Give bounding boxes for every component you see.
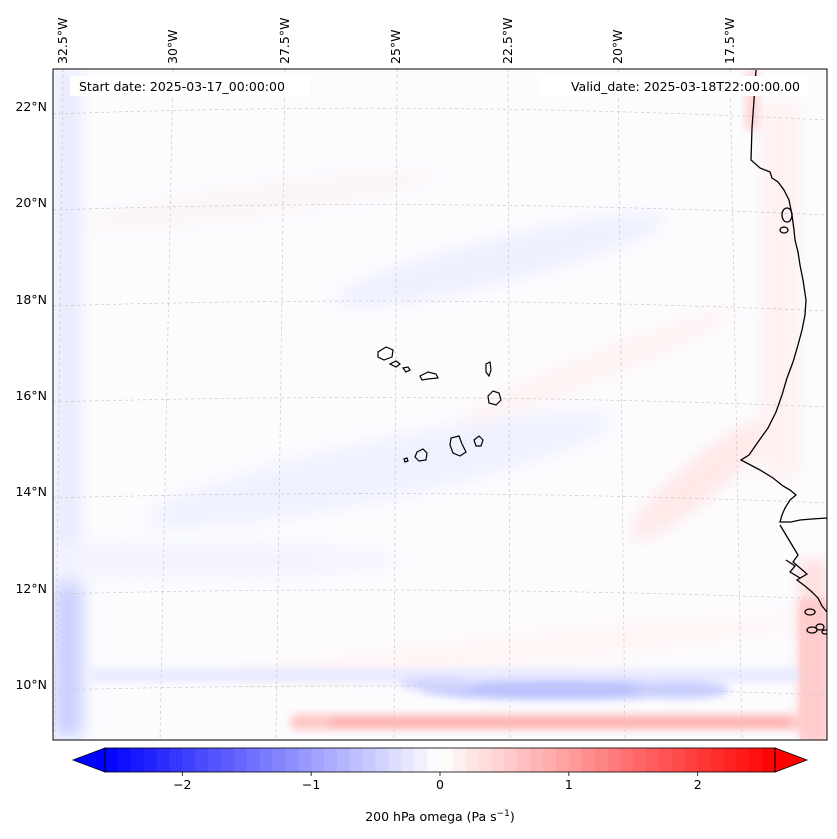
cabo-verde-islands	[377, 346, 502, 463]
lat-label-22n: 22°N	[15, 99, 47, 114]
lat-label-14n: 14°N	[15, 484, 47, 499]
latitude-labels: 22°N 20°N 18°N 16°N 14°N 12°N 10°N	[15, 99, 47, 692]
colorbar-segment	[543, 748, 557, 772]
colorbar-segment	[633, 748, 647, 772]
map-panel	[53, 69, 827, 740]
colorbar-segment	[362, 748, 377, 772]
colorbar-segment	[555, 748, 570, 772]
colorbar-segment	[182, 748, 196, 772]
colorbar-segment	[143, 748, 158, 772]
date-annotations: Start date: 2025-03-17_00:00:00 Valid_da…	[70, 76, 808, 96]
colorbar-segment	[684, 748, 699, 772]
lon-label-32-5w: 32.5°W	[55, 18, 70, 64]
colorbar-segment	[246, 748, 261, 772]
colorbar-segment	[620, 748, 634, 772]
colorbar-segment	[349, 748, 364, 772]
lon-label-20w: 20°W	[610, 29, 625, 64]
colorbar-segments	[105, 748, 776, 772]
colorbar-segment	[298, 748, 312, 772]
colorbar-segment	[401, 748, 415, 772]
colorbar-tick-label: 1	[565, 777, 573, 792]
colorbar-segment	[594, 748, 609, 772]
colorbar-tick-label: 2	[694, 777, 702, 792]
colorbar-segment	[517, 748, 531, 772]
colorbar-label: 200 hPa omega (Pa s−1)	[365, 809, 515, 824]
colorbar-tick-label: 0	[436, 777, 444, 792]
colorbar-segment	[465, 748, 480, 772]
lon-label-17-5w: 17.5°W	[722, 18, 737, 64]
colorbar-segment	[311, 748, 325, 772]
omega-field	[53, 69, 827, 740]
colorbar-segment	[388, 748, 402, 772]
colorbar-segment	[478, 748, 493, 772]
lon-label-30w: 30°W	[165, 29, 180, 64]
colorbar-tick-label: −1	[302, 777, 320, 792]
colorbar-segment	[336, 748, 351, 772]
lat-label-20n: 20°N	[15, 195, 47, 210]
gridlines	[53, 69, 827, 740]
colorbar-segment	[452, 748, 467, 772]
lon-label-25w: 25°W	[388, 29, 403, 64]
lat-label-16n: 16°N	[15, 388, 47, 403]
colorbar-segment	[736, 748, 750, 772]
colorbar-segment	[659, 748, 673, 772]
colorbar-segment	[105, 748, 119, 772]
colorbar-segment	[440, 748, 454, 772]
colorbar-segment	[130, 748, 145, 772]
colorbar-segment	[607, 748, 621, 772]
map-frame	[52, 68, 828, 741]
colorbar-ticks: −2 −1 0 1 2	[173, 772, 702, 792]
colorbar-segment	[427, 748, 441, 772]
colorbar-extend-high	[774, 747, 809, 773]
colorbar-segment	[749, 748, 763, 772]
start-date-label: Start date: 2025-03-17_00:00:00	[79, 79, 285, 94]
colorbar-segment	[259, 748, 274, 772]
colorbar-segment	[169, 748, 183, 772]
colorbar-segment	[762, 748, 776, 772]
lon-label-27-5w: 27.5°W	[277, 18, 292, 64]
lon-label-22-5w: 22.5°W	[500, 18, 515, 64]
colorbar-segment	[208, 748, 222, 772]
colorbar-segment	[156, 748, 171, 772]
lat-label-10n: 10°N	[15, 677, 47, 692]
colorbar-segment	[117, 748, 132, 772]
lat-label-18n: 18°N	[15, 292, 47, 307]
colorbar-segment	[646, 748, 660, 772]
colorbar-segment	[504, 748, 518, 772]
colorbar-segment	[324, 748, 338, 772]
colorbar-segment	[195, 748, 209, 772]
colorbar-segment	[723, 748, 737, 772]
colorbar-segment	[530, 748, 544, 772]
colorbar: −2 −1 0 1 2 200 hPa omega (Pa s−1)	[71, 747, 809, 824]
colorbar-segment	[710, 748, 725, 772]
colorbar-segment	[285, 748, 299, 772]
colorbar-segment	[568, 748, 583, 772]
colorbar-segment	[697, 748, 712, 772]
colorbar-extend-low	[71, 747, 106, 773]
colorbar-segment	[272, 748, 286, 772]
colorbar-segment	[491, 748, 506, 772]
colorbar-segment	[375, 748, 390, 772]
lat-label-12n: 12°N	[15, 581, 47, 596]
valid-date-label: Valid_date: 2025-03-18T22:00:00.00	[571, 79, 800, 94]
coastline	[739, 69, 827, 635]
colorbar-segment	[414, 748, 428, 772]
longitude-labels: 32.5°W 30°W 27.5°W 25°W 22.5°W 20°W 17.5…	[55, 18, 737, 64]
colorbar-segment	[671, 748, 686, 772]
colorbar-segment	[581, 748, 596, 772]
colorbar-segment	[233, 748, 248, 772]
colorbar-segment	[220, 748, 235, 772]
colorbar-tick-label: −2	[173, 777, 191, 792]
